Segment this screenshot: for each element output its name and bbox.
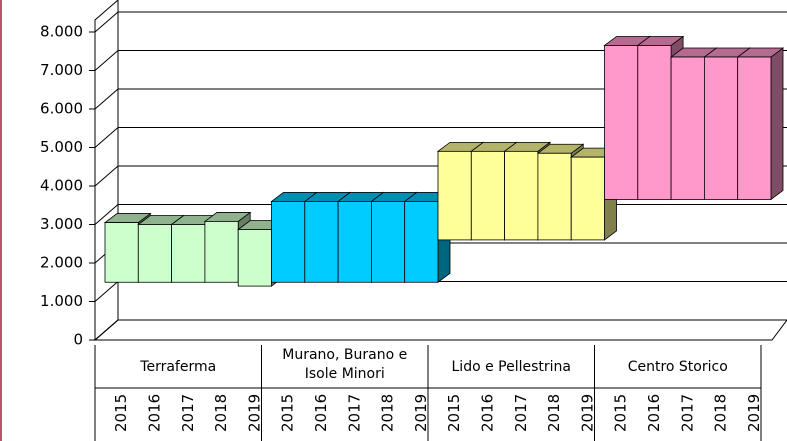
grid-line (94, 204, 119, 225)
y-tick-label: 1.000 (40, 292, 83, 310)
bar (737, 56, 772, 200)
group-label: Lido e Pellestrina (452, 359, 572, 375)
bar (271, 200, 306, 283)
year-label: 2016 (645, 394, 663, 432)
year-label: 2019 (245, 394, 263, 432)
bar (370, 200, 406, 283)
bar-side (770, 47, 784, 201)
year-label: 2019 (745, 394, 763, 432)
year-label: 2018 (712, 394, 730, 432)
grid-line (94, 50, 119, 71)
year-label: 2017 (512, 394, 530, 432)
grid-line (94, 165, 119, 187)
year-label: 2019 (412, 394, 430, 432)
grid-line (94, 319, 119, 341)
grid-line (94, 127, 119, 148)
y-tick-label: 3.000 (40, 215, 83, 233)
grid-line (94, 11, 119, 33)
year-label: 2018 (212, 394, 230, 432)
grid-line (94, 88, 119, 110)
y-tick-label: 4.000 (40, 177, 83, 195)
year-label: 2016 (312, 394, 330, 432)
bar (437, 150, 472, 241)
back-wall (94, 0, 119, 342)
year-label: 2018 (545, 394, 563, 432)
bar (304, 200, 339, 283)
year-label: 2015 (112, 394, 130, 432)
bar (104, 222, 139, 283)
year-label: 2017 (179, 394, 197, 432)
bar (137, 224, 173, 283)
group-label: Centro Storico (628, 359, 728, 375)
bar (670, 56, 705, 200)
bar (537, 152, 572, 241)
bar (204, 221, 239, 283)
year-label: 2016 (145, 394, 163, 432)
group-label: Murano, Burano e Isole Minori (282, 347, 407, 382)
floor (93, 319, 787, 341)
bar (171, 224, 206, 283)
y-tick-label: 5.000 (40, 138, 83, 156)
year-label: 2017 (678, 394, 696, 432)
bar (404, 200, 439, 283)
year-label: 2015 (445, 394, 463, 432)
bar (570, 156, 605, 241)
y-tick-label: 0 (73, 331, 83, 349)
year-label: 2015 (612, 394, 630, 432)
y-tick-label: 6.000 (40, 100, 83, 118)
y-tick-label: 8.000 (40, 23, 83, 41)
y-tick-label: 7.000 (40, 61, 83, 79)
bar (237, 229, 272, 287)
year-label: 2016 (478, 394, 496, 432)
year-label: 2019 (578, 394, 596, 432)
bar (504, 150, 539, 241)
year-label: 2015 (279, 394, 297, 432)
bar (337, 200, 372, 283)
bar (470, 150, 505, 241)
year-label: 2018 (379, 394, 397, 432)
y-tick-label: 2.000 (40, 254, 83, 272)
group-label: Terraferma (139, 359, 216, 375)
bar (637, 45, 672, 200)
bar (604, 45, 639, 200)
grid-line (94, 281, 119, 302)
year-label: 2017 (345, 394, 363, 432)
bar (704, 56, 739, 200)
